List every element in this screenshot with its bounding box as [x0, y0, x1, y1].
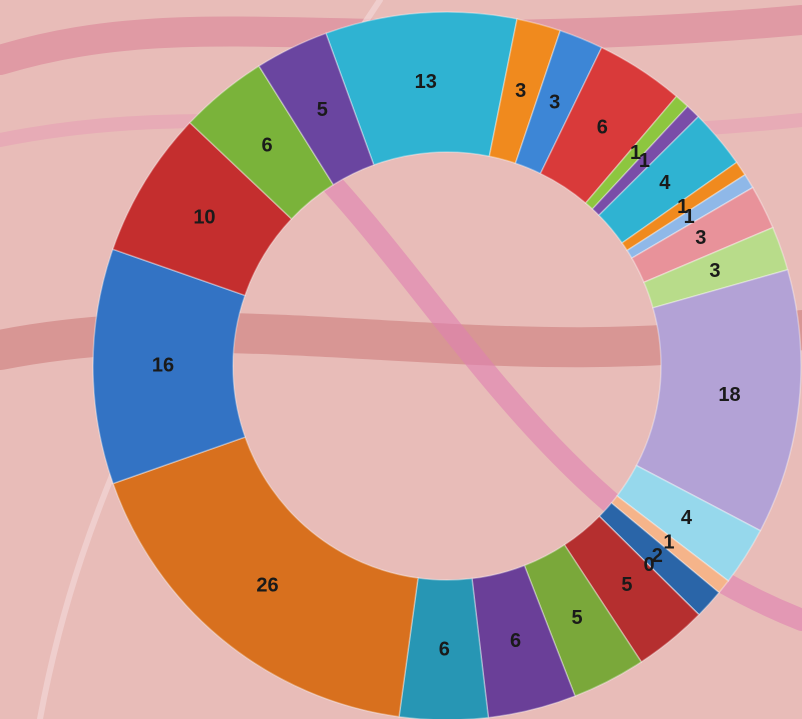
- page: 133361141133184120556626161065 (() => { …: [0, 0, 802, 719]
- data-label: 3: [549, 91, 560, 113]
- data-label: 6: [439, 638, 450, 660]
- data-label: 18: [718, 384, 740, 406]
- data-label: 4: [659, 172, 671, 194]
- data-label: 5: [571, 607, 582, 629]
- data-label: 6: [597, 117, 608, 139]
- data-label: 6: [510, 630, 521, 652]
- data-label: 6: [261, 135, 272, 157]
- data-label: 5: [317, 99, 328, 121]
- data-label: 1: [639, 150, 650, 172]
- data-label: 1: [663, 531, 674, 553]
- data-label: 26: [256, 574, 278, 596]
- data-label: 13: [415, 71, 437, 93]
- data-label: 3: [515, 80, 526, 102]
- data-label: 10: [193, 207, 215, 229]
- data-label: 3: [695, 227, 706, 249]
- data-label: 5: [621, 574, 632, 596]
- data-label: 3: [709, 260, 720, 282]
- data-label: 4: [681, 507, 693, 529]
- chart: 133361141133184120556626161065: [0, 0, 802, 719]
- data-label: 1: [684, 206, 695, 228]
- data-label: 0: [644, 554, 655, 576]
- data-label: 16: [152, 355, 174, 377]
